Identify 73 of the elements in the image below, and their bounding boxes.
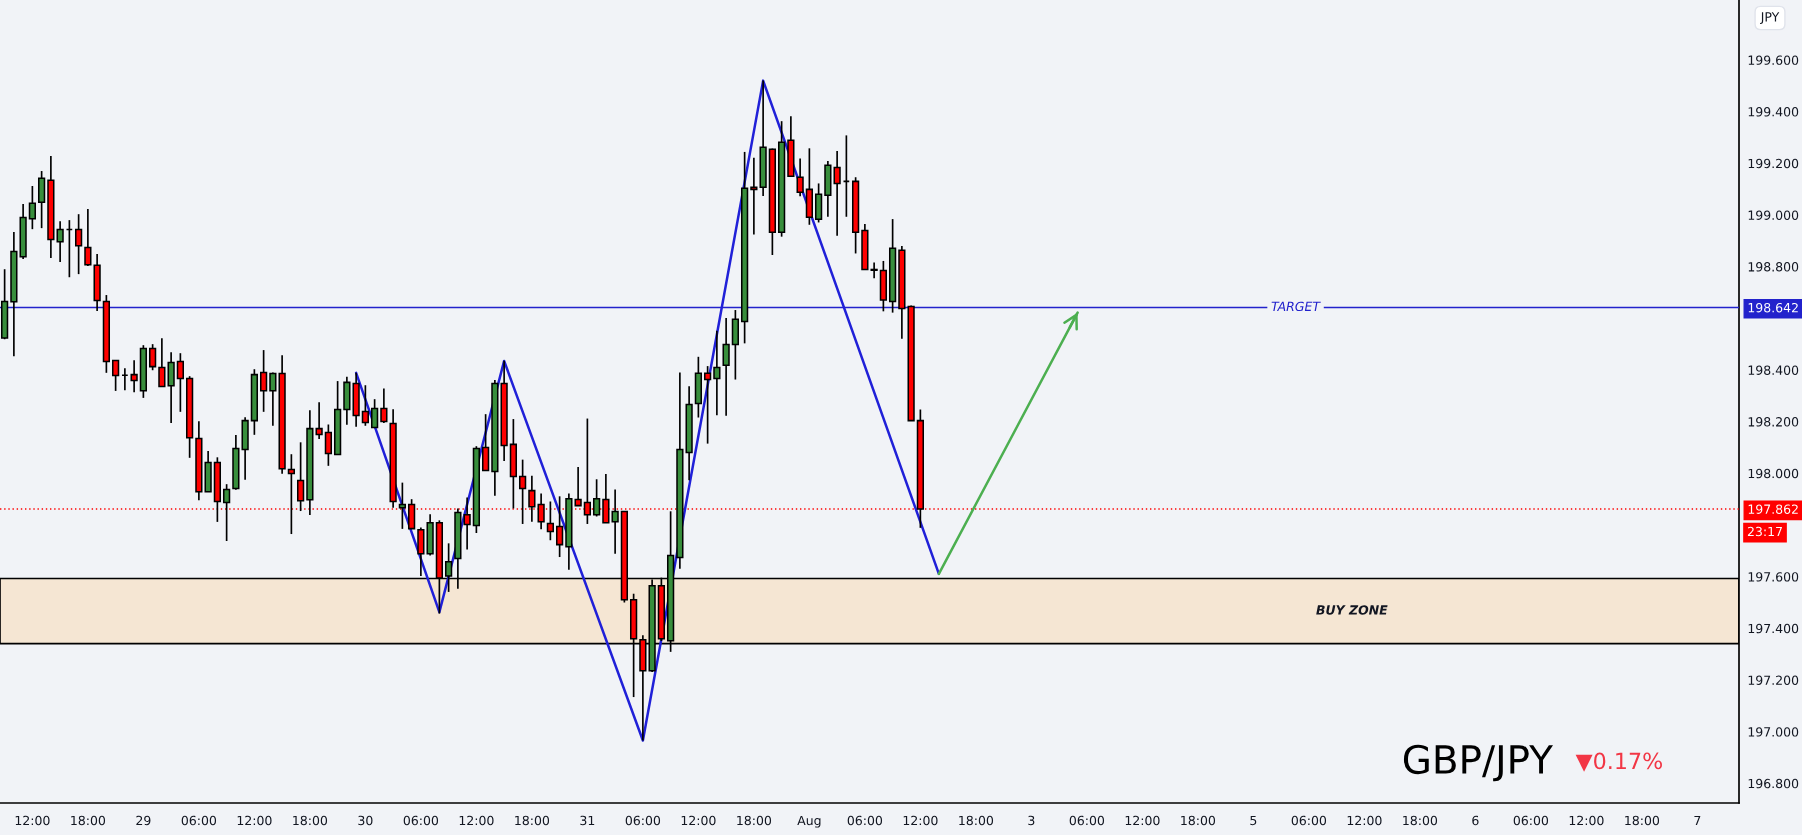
candlestick [703,365,712,445]
band-label: BUY ZONE [1316,605,1388,615]
y-tick-label: 198.642 [1748,302,1798,313]
x-tick-label: 18:00 [1625,815,1660,826]
candlestick [259,349,268,413]
x-tick-label: 31 [580,815,595,826]
y-tick-label: 197.200 [1748,675,1799,685]
x-tick-label: 12:00 [459,815,494,826]
x-tick-label: 06:00 [847,815,883,826]
x-tick-label: 12:00 [237,815,272,826]
y-tick-label: 198.000 [1748,468,1799,479]
y-tick-label: 197.400 [1748,623,1799,634]
x-tick-label: 06:00 [403,815,439,826]
y-tick-label: 197.000 [1748,727,1799,737]
y-tick-label: 197.862 [1748,504,1798,514]
x-tick-label: 06:00 [1291,815,1327,826]
y-tick-label: 199.200 [1748,158,1799,169]
candlestick [361,384,370,427]
candlestick [324,423,333,467]
candlestick [713,329,721,417]
candlestick [111,359,120,392]
candlestick [296,441,305,512]
x-tick-label: 06:00 [625,815,661,826]
x-tick-label: 06:00 [181,815,217,826]
candlestick [722,317,730,417]
x-tick-label: 18:00 [1403,815,1438,826]
x-tick-label: 12:00 [903,815,938,826]
x-tick-label: 30 [358,815,373,826]
x-tick-label: 18:00 [959,815,994,826]
candlestick [592,478,601,518]
y-tick-label: 199.600 [1748,55,1799,65]
candlestick [222,483,231,542]
x-tick-label: 7 [1694,815,1701,825]
x-tick-label: 06:00 [1069,815,1105,826]
y-tick-label: 199.000 [1748,210,1799,220]
y-tick-label: 199.400 [1748,107,1799,117]
candlestick [481,413,490,472]
x-tick-label: 3 [1028,815,1035,826]
y-tick-label: 197.600 [1748,572,1799,582]
text: GBP/JPY [1403,744,1554,782]
y-axis-title: JPY [1760,12,1780,24]
x-tick-label: 18:00 [515,815,550,826]
x-tick-label: 6 [1472,815,1479,826]
x-tick-label: 18:00 [293,815,328,826]
x-tick-label: 12:00 [1347,815,1382,826]
candlestick [130,359,138,394]
x-tick-label: 12:00 [681,815,716,826]
candlestick [176,352,185,413]
y-tick-label: 196.800 [1748,778,1799,789]
x-tick-label: 18:00 [737,815,772,826]
x-tick-label: Aug [797,815,821,828]
x-tick-label: 06:00 [1513,815,1549,826]
y-tick-label: 198.800 [1748,262,1799,272]
candlestick [148,343,157,372]
y-tick-label: 198.200 [1748,417,1799,427]
x-tick-label: 12:00 [1125,815,1160,826]
x-tick-label: 18:00 [71,815,106,826]
text: 23:17 [1747,526,1782,537]
candlestick [555,495,564,558]
x-tick-label: 5 [1250,815,1257,826]
x-tick-label: 18:00 [1181,815,1216,826]
candlestick [74,213,83,275]
x-tick-label: 12:00 [15,815,50,826]
candlestick [398,481,407,530]
text: ▼0.17% [1575,752,1662,772]
y-tick-label: 198.400 [1748,365,1799,375]
ref-line-label: TARGET [1271,301,1321,312]
candlestick [546,500,555,542]
x-tick-label: 29 [136,815,151,826]
x-tick-label: 12:00 [1569,815,1604,826]
candlestick [28,185,37,231]
candlestick [370,398,379,429]
candlestick [380,387,388,424]
